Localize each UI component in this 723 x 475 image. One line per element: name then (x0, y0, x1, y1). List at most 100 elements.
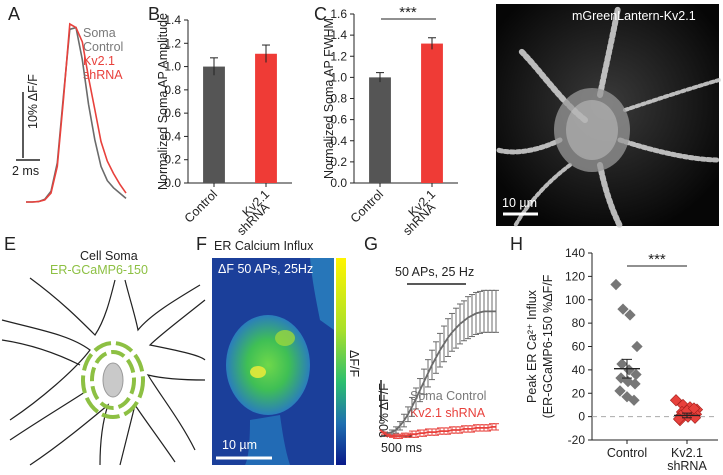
panel-letter-a: A (8, 4, 20, 24)
trace-line (379, 310, 496, 435)
significance-label: *** (648, 251, 666, 268)
data-point (616, 358, 628, 370)
y-tick-label: 140 (565, 246, 585, 260)
y-tick-label: 0.2 (330, 155, 347, 169)
scale-label-d: 10 µm (502, 196, 537, 210)
data-point (629, 378, 641, 390)
y-axis-label: Peak ER Ca²⁺ Influx (525, 289, 539, 403)
panel-letter-g: G (364, 234, 378, 254)
y-tick-label: 0 (578, 410, 585, 424)
panel-d: mGreenLantern-Kv2.1 10 µm (495, 4, 722, 229)
y-tick-label: 0.0 (330, 176, 347, 190)
colorbar-f (336, 258, 346, 465)
y-tick-label: 0.4 (164, 129, 181, 143)
neuron-diagram (1, 277, 206, 466)
data-point (687, 402, 701, 415)
significance-label: *** (399, 4, 417, 21)
panel-letter-b: B (148, 4, 160, 24)
label-stim: 50 APs, 25 Hz (395, 265, 474, 279)
panel-g: G 50 APs, 25 Hz 20% ΔF/F 500 ms Soma Con… (364, 234, 499, 455)
y-tick-label: 0.4 (330, 134, 347, 148)
data-point (624, 309, 636, 321)
data-point (631, 340, 643, 353)
scale-label-g-y: 20% ΔF/F (377, 383, 391, 438)
y-axis-label: Normalized Soma AP FWHM (322, 18, 336, 179)
bar (203, 66, 225, 183)
x-tick-label: Control (182, 187, 220, 225)
data-point (623, 364, 635, 376)
bar (369, 77, 391, 183)
data-point (672, 412, 686, 426)
y-tick-label: 0.8 (164, 83, 181, 97)
label-cell-soma: Cell Soma (80, 249, 138, 263)
data-point (628, 394, 640, 406)
panel-letter-c: C (314, 4, 327, 24)
y-tick-label: 1.4 (164, 13, 181, 27)
scale-label-f: 10 µm (222, 438, 257, 452)
traces-g (379, 289, 499, 439)
y-axis-label: Normalized Soma AP Amplitude (156, 13, 170, 190)
label-mgreenlantern: mGreenLantern-Kv2.1 (572, 9, 696, 23)
y-axis-label-2: (ER-GCaMP6-150 %ΔF/F (541, 274, 555, 418)
panel-f: F ER Calcium Influx ΔF 50 APs, 25Hz 10 µ… (196, 234, 361, 465)
y-tick-label: 0.2 (164, 153, 181, 167)
scale-label-x: 2 ms (12, 164, 39, 178)
bar (421, 43, 443, 184)
data-point (630, 368, 642, 381)
legend-kv21-shrna: Kv2.1 shRNA (410, 406, 486, 420)
label-er-gcamp: ER-GCaMP6-150 (50, 263, 148, 277)
data-point (617, 303, 629, 315)
data-point (610, 278, 622, 291)
y-tick-label: 0.6 (164, 106, 181, 120)
y-tick-label: 40 (572, 363, 586, 377)
y-tick-label: 0.6 (330, 113, 347, 127)
legend-soma: Soma (83, 26, 116, 40)
y-tick-label: 1.2 (330, 49, 347, 63)
x-tick-label: Control (607, 446, 647, 460)
x-tick-label: Control (348, 187, 386, 225)
y-tick-label: 1.6 (330, 7, 347, 21)
panel-letter-h: H (510, 234, 523, 254)
trace-line (379, 425, 496, 438)
panel-e: E Cell Soma ER-GCaMP6-150 (1, 234, 206, 466)
trace-line (26, 22, 127, 203)
data-point (614, 385, 626, 397)
legend-soma-control: Soma Control (410, 389, 486, 403)
y-tick-label: 1.0 (164, 60, 181, 74)
legend-shrna: shRNA (83, 68, 123, 82)
panel-h: H -20 0 20 40 60 80 100 120 140 Control Kv2.1shRNA… (510, 234, 718, 473)
y-tick-label: 1.4 (330, 28, 347, 42)
label-delta-f-50aps: ΔF 50 APs, 25Hz (218, 262, 313, 276)
y-tick-label: -20 (568, 433, 586, 447)
panel-letter-f: F (196, 234, 207, 254)
colorbar-label: ΔF/F (347, 350, 361, 377)
y-tick-label: 60 (572, 340, 586, 354)
y-tick-label: 0.8 (330, 92, 347, 106)
er-gcamp-rings (81, 341, 145, 419)
legend-kv21: Kv2.1 (83, 54, 115, 68)
y-tick-label: 80 (572, 316, 586, 330)
soma-d (554, 88, 630, 172)
y-tick-label: 0.0 (164, 176, 181, 190)
y-tick-label: 100 (565, 293, 585, 307)
y-tick-label: 1.0 (330, 70, 347, 84)
legend-control: Control (83, 40, 123, 54)
y-tick-label: 20 (572, 386, 586, 400)
x-tick-label: Kv2.1 (671, 446, 703, 460)
panel-a: A Soma Control Kv2.1 shRNA 10% ΔF/F 2 ms (8, 4, 127, 203)
x-tick-label: shRNA (667, 459, 707, 473)
bar (255, 53, 277, 184)
y-tick-label: 1.2 (164, 36, 181, 50)
panel-letter-e: E (4, 234, 16, 254)
nucleus (102, 362, 124, 398)
y-tick-label: 120 (565, 269, 585, 283)
label-er-calcium-influx: ER Calcium Influx (214, 239, 314, 253)
cell-f (226, 315, 310, 415)
scale-label-g-x: 500 ms (381, 441, 422, 455)
